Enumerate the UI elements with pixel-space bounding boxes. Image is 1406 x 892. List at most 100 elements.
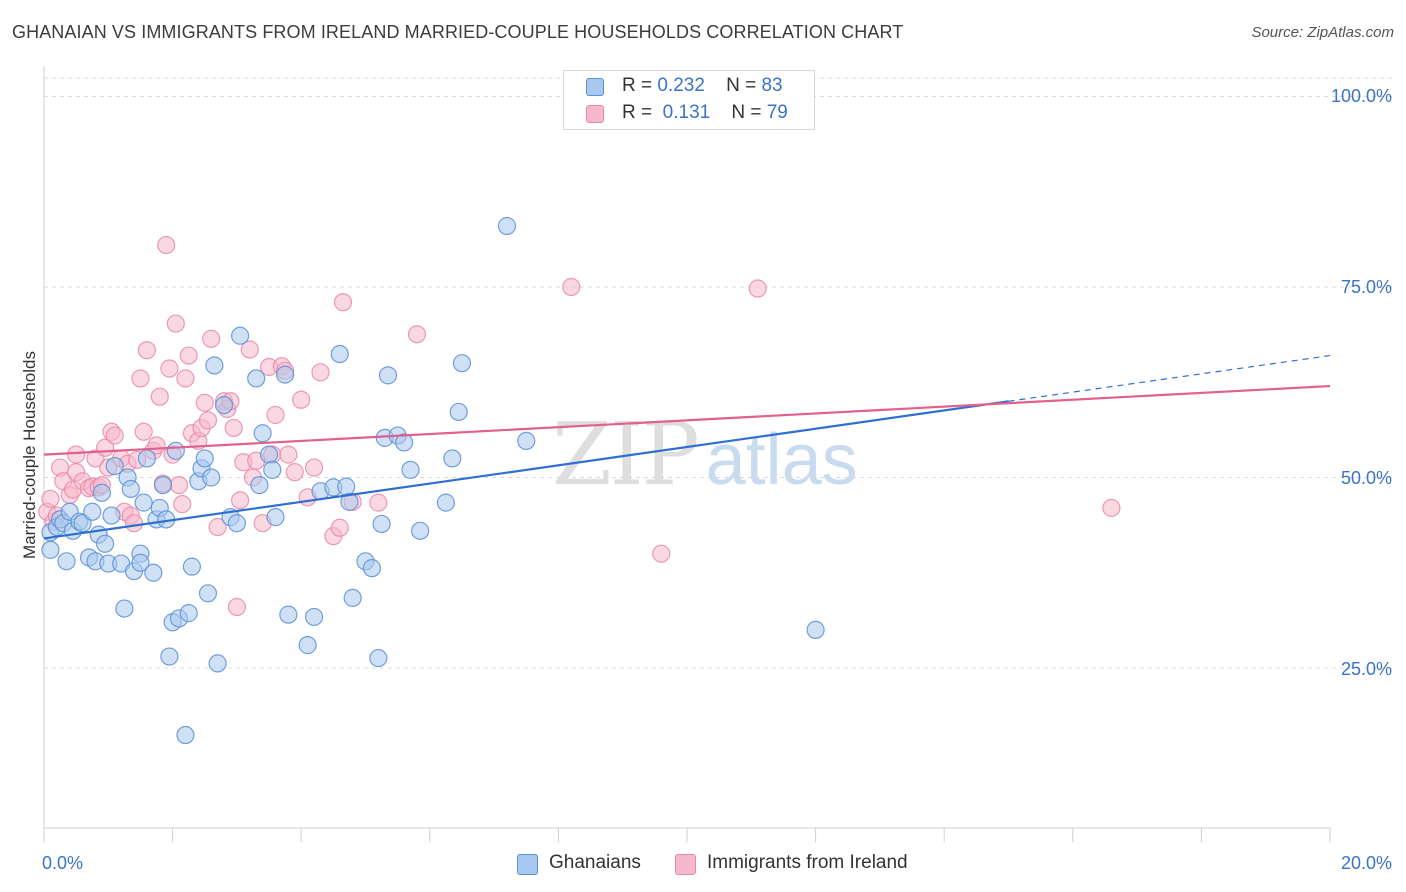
ghanaian-point	[134, 493, 153, 512]
ghanaian-point	[166, 441, 185, 460]
ireland-point	[304, 458, 324, 477]
ireland-point	[311, 363, 330, 382]
n-value: 83	[761, 75, 783, 96]
ghanaian-point	[214, 395, 234, 415]
ghanaian-point	[131, 553, 150, 572]
ghanaian-point	[276, 365, 295, 384]
ghanaian-point	[369, 648, 388, 668]
ghanaian-point	[330, 344, 349, 364]
ghanaian-point	[253, 424, 272, 443]
ghanaian-point	[279, 605, 298, 624]
r-label: R =	[622, 75, 653, 96]
ghanaian-point	[179, 604, 198, 623]
y-tick-label: 100.0%	[1330, 86, 1392, 106]
ireland-point	[407, 325, 427, 344]
x-tick-label: 0.0%	[42, 853, 84, 873]
n-label: N =	[731, 102, 762, 123]
ghanaian-point	[227, 514, 246, 533]
legend-label: Immigrants from Ireland	[707, 852, 908, 873]
ghanaian-point	[372, 514, 391, 534]
ireland-trend-line	[43, 384, 1331, 456]
ghanaians-swatch	[517, 854, 538, 875]
ghanaian-point	[298, 636, 317, 655]
ghanaian-point	[121, 479, 140, 499]
ireland-point	[179, 346, 198, 365]
ireland-point	[285, 463, 304, 482]
n-label: N =	[726, 75, 757, 96]
ghanaian-point	[806, 620, 825, 639]
ghanaian-point	[115, 599, 134, 618]
ireland-swatch	[586, 105, 604, 123]
y-tick-label: 75.0%	[1340, 277, 1392, 297]
ghanaian-point	[259, 445, 279, 464]
ireland-point	[240, 340, 259, 359]
ireland-point	[41, 489, 60, 508]
ghanaian-point	[92, 483, 111, 502]
ghanaian-point	[452, 354, 472, 373]
source-label: Source: ZipAtlas.com	[1251, 24, 1394, 41]
ghanaians-swatch	[586, 78, 604, 96]
ireland-point	[166, 314, 185, 333]
ghanaian-point	[160, 647, 179, 666]
ghanaian-point	[102, 506, 121, 525]
ghanaian-point	[263, 460, 282, 479]
ghanaian-point	[202, 468, 221, 487]
ireland-point	[157, 235, 176, 255]
ghanaian-point	[41, 540, 60, 559]
x-tick-label: 20.0%	[1340, 853, 1392, 873]
ireland-point	[169, 476, 189, 495]
ghanaian-point	[57, 552, 76, 571]
ireland-point	[652, 544, 671, 563]
ireland-point	[231, 491, 250, 510]
ghanaian-point	[176, 725, 195, 745]
ghanaian-point	[517, 431, 536, 451]
ghanaian-point	[443, 449, 462, 468]
ireland-point	[160, 359, 179, 378]
ghanaian-point	[144, 563, 163, 582]
ireland-point	[137, 341, 156, 360]
ireland-point	[134, 422, 153, 441]
ghanaian-point	[343, 588, 362, 607]
ghanaian-point	[436, 493, 455, 512]
n-value: 79	[766, 102, 788, 123]
ghanaian-point	[182, 557, 201, 576]
ireland-point	[1102, 498, 1121, 518]
ireland-point	[173, 495, 192, 514]
ireland-swatch	[675, 854, 696, 875]
ireland-point	[333, 293, 353, 312]
ghanaian-point	[378, 366, 398, 385]
ghanaian-point	[153, 476, 173, 495]
ireland-point	[292, 390, 311, 409]
ghanaian-point	[205, 356, 224, 375]
ireland-point	[266, 405, 285, 425]
ireland-point	[105, 426, 124, 445]
ghanaian-point	[401, 460, 420, 479]
ghanaian-point	[137, 449, 156, 468]
ghanaian-point	[247, 369, 266, 388]
r-value: 0.232	[657, 75, 705, 96]
ghanaian-point	[266, 508, 285, 527]
ireland-point	[150, 387, 169, 406]
ireland-point	[202, 329, 221, 348]
ghanaian-point	[250, 476, 269, 495]
y-tick-label: 50.0%	[1340, 468, 1392, 488]
y-axis-label: Married-couple Households	[20, 351, 39, 559]
chart-title: GHANAIAN VS IMMIGRANTS FROM IRELAND MARR…	[12, 22, 904, 42]
ghanaian-point	[497, 216, 517, 236]
ireland-point	[330, 518, 349, 537]
ireland-point	[279, 445, 298, 464]
ghanaian-point	[105, 456, 124, 476]
ireland-point	[124, 514, 144, 533]
ireland-point	[224, 418, 243, 438]
y-tick-label: 25.0%	[1340, 659, 1392, 679]
ghanaian-point	[95, 534, 115, 553]
ghanaian-point	[340, 492, 359, 511]
ireland-point	[208, 517, 227, 537]
ireland-point	[176, 369, 195, 388]
ireland-point	[195, 393, 214, 412]
ghanaian-point	[449, 402, 468, 422]
ireland-point	[131, 369, 150, 388]
ireland-point	[67, 445, 86, 464]
ghanaian-point	[411, 521, 430, 540]
